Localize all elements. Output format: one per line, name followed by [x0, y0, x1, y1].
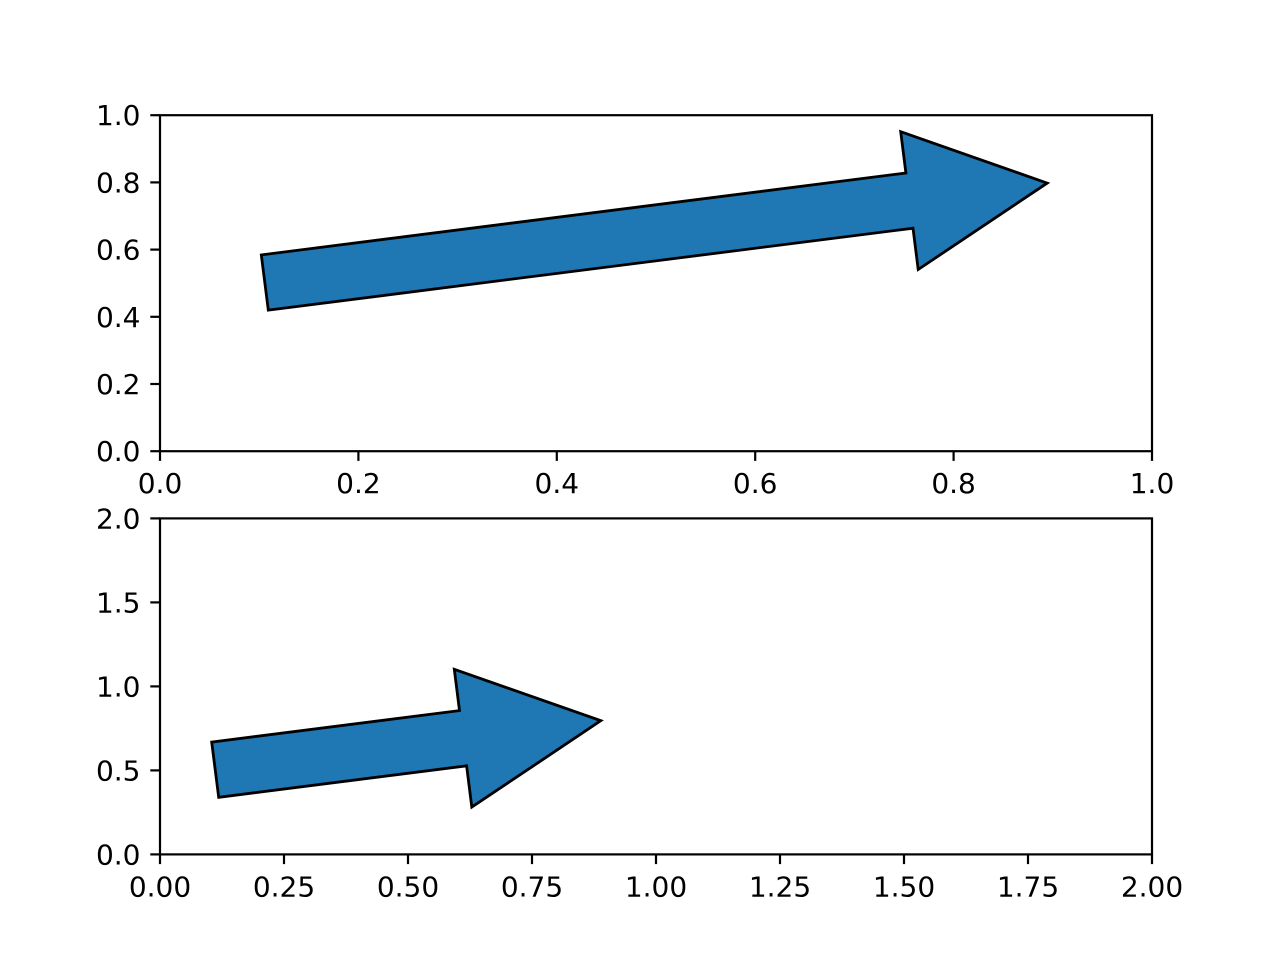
x-tick-label: 0.00 — [129, 870, 191, 903]
y-tick-label: 0.0 — [96, 838, 141, 871]
y-tick-label: 0.6 — [96, 234, 141, 267]
fancy-arrow-patch — [259, 129, 1051, 312]
y-tick-label: 0.0 — [96, 435, 141, 468]
x-tick-label: 1.00 — [625, 870, 687, 903]
axes-frame — [158, 114, 1154, 453]
y-tick-label: 0.2 — [96, 368, 141, 401]
y-tick-label: 2.0 — [96, 502, 141, 535]
y-tick-label: 1.5 — [96, 586, 141, 619]
x-tick-label: 1.50 — [873, 870, 935, 903]
y-tick-label: 0.4 — [96, 301, 141, 334]
x-tick-label: 0.4 — [535, 467, 580, 500]
y-tick-label: 1.0 — [96, 670, 141, 703]
x-tick-label: 0.50 — [377, 870, 439, 903]
y-tick-label: 0.8 — [96, 166, 141, 199]
y-tick-label: 0.5 — [96, 754, 141, 787]
y-tick-label: 1.0 — [96, 99, 141, 132]
x-tick-label: 1.25 — [749, 870, 811, 903]
fancy-arrow-patch — [210, 667, 604, 810]
x-tick-label: 2.00 — [1121, 870, 1183, 903]
x-tick-label: 1.0 — [1130, 467, 1175, 500]
subplot-bottom: 0.00 0.25 0.50 0.75 1.00 1.25 1.50 1.75 2.00 0.0 0… — [96, 502, 1183, 903]
x-tick-label: 0.75 — [501, 870, 563, 903]
subplot-top: 0.0 0.2 0.4 0.6 0.8 1.0 0.0 0.2 0.4 0.6 0.8 1.0 — [96, 99, 1174, 500]
x-tick-label: 0.8 — [931, 467, 976, 500]
x-tick-label: 1.75 — [997, 870, 1059, 903]
x-tick-label: 0.0 — [138, 467, 183, 500]
x-tick-label: 0.2 — [336, 467, 381, 500]
axes-frame — [158, 517, 1154, 856]
x-tick-label: 0.6 — [733, 467, 778, 500]
x-tick-label: 0.25 — [253, 870, 315, 903]
